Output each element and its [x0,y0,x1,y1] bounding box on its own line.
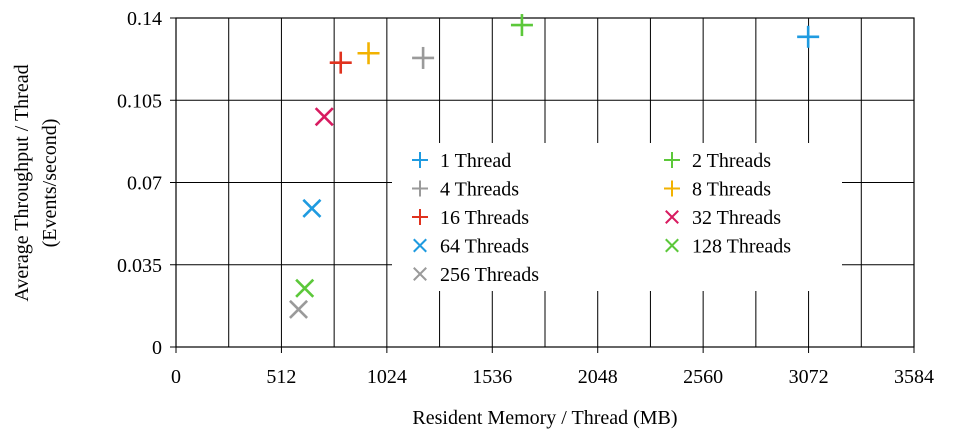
x-tick-label: 2048 [578,366,618,388]
legend-item-label: 16 Threads [440,207,529,229]
x-tick-label: 3072 [789,366,829,388]
y-axis-label-line1: Average Throughput / Thread [11,64,33,301]
legend-marker [412,209,428,225]
y-tick-label: 0.14 [127,8,162,30]
x-axis-label: Resident Memory / Thread (MB) [412,407,677,429]
data-point [302,198,322,218]
data-point [289,299,309,319]
y-tick-label: 0 [152,337,162,359]
x-tick-label: 512 [266,366,296,388]
legend-item-label: 128 Threads [692,236,791,258]
data-point [295,278,315,298]
legend-item: 16 Threads [412,207,529,229]
legend-item: 4 Threads [412,179,519,201]
x-tick-label: 0 [171,366,181,388]
legend-marker [664,152,680,168]
marker-stroke [295,278,315,298]
legend-item-label: 32 Threads [692,207,781,229]
y-axis-label-line2: (Events/second) [39,119,61,248]
legend-item-label: 256 Threads [440,264,539,286]
legend-item: 8 Threads [664,179,771,201]
marker-stroke [413,267,427,281]
legend-marker [664,180,680,197]
legend-marker [665,210,679,224]
marker-stroke [302,198,322,218]
data-point [329,51,352,74]
legend-item: 64 Threads [413,236,529,258]
legend-background [392,143,842,291]
data-points [289,14,820,319]
data-point [797,25,820,48]
marker-stroke [665,238,679,253]
marker-stroke [413,238,427,253]
data-point [510,14,533,37]
legend-item: 128 Threads [665,236,791,258]
legend-item-label: 8 Threads [692,179,771,201]
x-tick-label: 2560 [683,366,723,388]
legend-marker [413,238,427,253]
marker-stroke [289,299,309,319]
x-tick-label: 3584 [894,366,934,388]
legend-item: 2 Threads [664,150,771,172]
y-tick-label: 0.035 [117,255,162,277]
legend-item: 32 Threads [665,207,781,229]
legend-item-label: 2 Threads [692,150,771,172]
y-tick-label: 0.07 [127,173,162,195]
legend-marker [412,152,428,168]
legend: 1 Thread 2 Threads 4 Threads 8 Threads 16 Th… [412,150,791,286]
legend-box [392,143,842,291]
y-tick-label: 0.105 [117,90,162,112]
legend-marker [665,238,679,253]
legend-item-label: 64 Threads [440,236,529,258]
marker-stroke [314,107,334,127]
data-point [314,107,334,127]
data-point [357,42,380,65]
axis-ticks: 0 512 1024 1536 2048 2560 3072 3584 0 0.035 0.07 0.… [117,8,934,388]
marker-stroke [665,210,679,224]
x-tick-label: 1536 [472,366,512,388]
legend-marker [412,180,428,197]
legend-item-label: 1 Thread [440,150,511,172]
legend-item: 256 Threads [413,264,539,286]
legend-item: 1 Thread [412,150,511,172]
legend-item-label: 4 Threads [440,179,519,201]
legend-marker [413,267,427,281]
data-point [412,46,435,69]
x-tick-label: 1024 [367,366,407,388]
